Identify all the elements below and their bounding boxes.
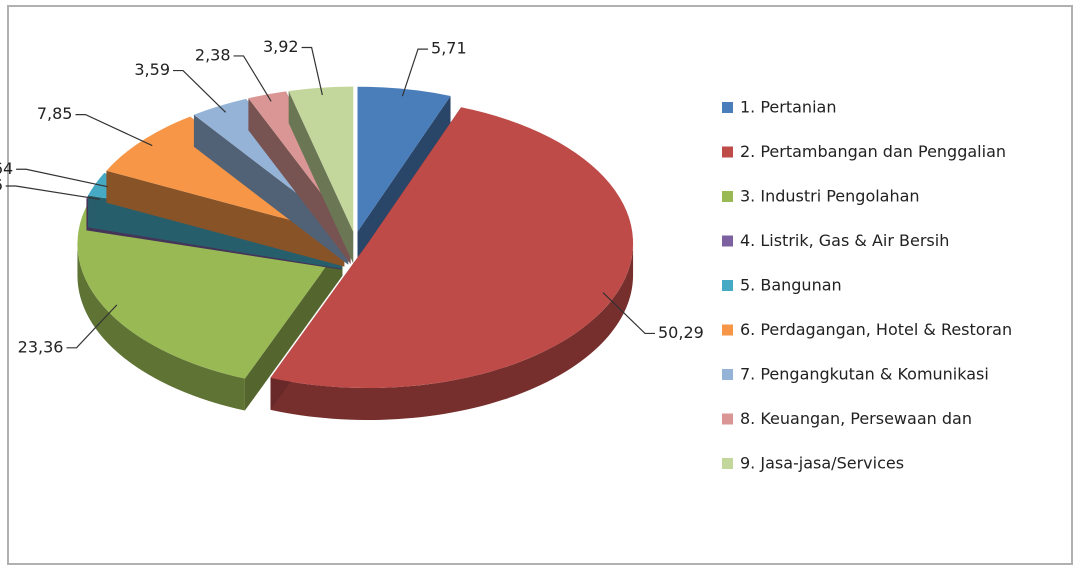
leader-line bbox=[602, 292, 656, 335]
legend-swatch bbox=[722, 191, 733, 202]
slice-top bbox=[357, 86, 451, 232]
legend-swatch bbox=[722, 413, 733, 425]
leader-line bbox=[233, 55, 272, 102]
slice-top bbox=[270, 107, 634, 389]
data-label: 3,92 bbox=[263, 37, 299, 56]
data-label: 5,71 bbox=[431, 39, 467, 58]
legend-label: 6. Perdagangan, Hotel & Restoran bbox=[740, 320, 1012, 339]
legend-label: 5. Bangunan bbox=[740, 276, 842, 295]
leader-line bbox=[173, 69, 227, 113]
pie-slice bbox=[288, 86, 354, 264]
leader-line bbox=[66, 304, 118, 349]
slice-wall bbox=[106, 170, 345, 267]
data-label: 7,85 bbox=[37, 104, 73, 123]
data-label: 2,38 bbox=[195, 45, 231, 64]
slice-wall bbox=[357, 95, 451, 264]
legend-swatch bbox=[722, 280, 733, 291]
legend-swatch bbox=[722, 458, 733, 469]
slice-wall bbox=[288, 91, 354, 264]
slice-side bbox=[270, 243, 634, 421]
legend-swatch bbox=[722, 369, 733, 380]
leader-line bbox=[5, 185, 100, 200]
slice-top bbox=[288, 86, 354, 232]
slice-wall bbox=[244, 243, 343, 411]
legend-label: 9. Jasa-jasa/Services bbox=[740, 454, 904, 473]
leader-line bbox=[75, 114, 153, 147]
legend-label: 2. Pertambangan dan Penggalian bbox=[740, 142, 1006, 161]
legend-label: 1. Pertanian bbox=[740, 98, 836, 117]
legend-swatch bbox=[722, 102, 733, 113]
leader-line bbox=[301, 46, 323, 96]
pie-slice bbox=[270, 107, 634, 421]
legend-label: 7. Pengangkutan & Komunikasi bbox=[740, 365, 989, 384]
legend-swatch bbox=[722, 324, 733, 336]
legend-label: 3. Industri Pengolahan bbox=[740, 187, 920, 206]
pie-slice bbox=[357, 86, 451, 264]
data-label: 2,64 bbox=[0, 159, 13, 178]
legend-swatch bbox=[722, 235, 733, 247]
legend-label: 8. Keuangan, Persewaan dan bbox=[740, 409, 972, 428]
data-label: 3,59 bbox=[134, 60, 170, 79]
leader-line bbox=[401, 48, 429, 97]
slice-side bbox=[77, 243, 245, 411]
data-label: 50,29 bbox=[658, 323, 704, 342]
data-label: 23,36 bbox=[18, 337, 64, 356]
data-label: 0,26 bbox=[0, 175, 3, 194]
slice-wall bbox=[193, 114, 349, 265]
legend-label: 4. Listrik, Gas & Air Bersih bbox=[740, 231, 949, 250]
slice-wall bbox=[248, 98, 351, 265]
legend-swatch bbox=[722, 146, 733, 158]
leader-line bbox=[16, 168, 108, 188]
